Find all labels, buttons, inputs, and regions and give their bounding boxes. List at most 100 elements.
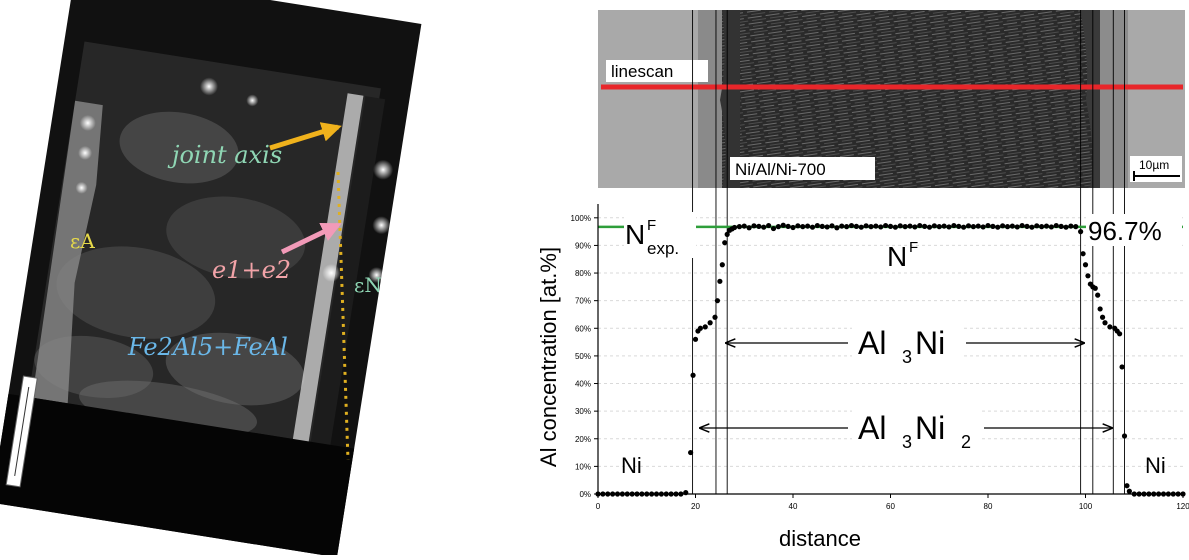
data-point — [917, 222, 923, 229]
data-point — [697, 325, 703, 331]
data-point — [858, 224, 864, 230]
data-point — [839, 223, 845, 229]
label-nf: N F — [887, 239, 918, 272]
data-point — [1095, 292, 1101, 298]
al3ni-ni: Ni — [915, 325, 945, 361]
data-point — [1053, 222, 1059, 229]
data-point — [1078, 229, 1084, 235]
data-point — [800, 224, 806, 230]
data-point — [995, 224, 1001, 230]
tem-micrograph-panel: joint axis e1+e2 Fe2Al5+FeAl εA εN — [0, 0, 422, 558]
label-ni-left: Ni — [621, 453, 642, 478]
data-point — [936, 224, 942, 230]
nf-exp-sub: exp. — [647, 239, 679, 258]
data-point — [707, 320, 713, 326]
data-point — [853, 223, 859, 229]
data-point — [1099, 314, 1106, 320]
joint-axis-dotted-line — [336, 171, 350, 461]
data-point — [785, 223, 791, 229]
data-point — [1117, 331, 1123, 337]
data-point — [741, 223, 747, 229]
y-tick-label: 40% — [575, 380, 591, 389]
data-point — [1004, 224, 1011, 230]
data-point — [980, 224, 986, 230]
data-point — [970, 224, 976, 230]
data-point — [1043, 223, 1050, 229]
label-phases: Fe2Al5+FeAl — [127, 333, 288, 361]
data-point — [780, 222, 786, 228]
data-point — [892, 224, 898, 230]
al3ni-al: Al — [858, 325, 886, 361]
al3ni2-ni: Ni — [915, 410, 945, 446]
data-point — [692, 336, 699, 342]
y-tick-label: 50% — [575, 352, 591, 361]
data-point — [719, 262, 725, 268]
y-tick-label: 30% — [575, 407, 591, 416]
data-point — [848, 222, 855, 229]
y-tick-label: 10% — [575, 462, 591, 471]
label-e1e2: e1+e2 — [212, 256, 291, 284]
al3ni-sub: 3 — [902, 347, 912, 367]
axes — [594, 204, 1184, 498]
data-point — [956, 223, 962, 229]
data-point — [790, 224, 796, 231]
data-point — [688, 449, 694, 456]
micrograph-bottom-band — [0, 393, 355, 558]
data-point — [1029, 224, 1035, 230]
data-point — [1107, 324, 1113, 330]
data-point — [873, 223, 879, 229]
data-point — [883, 222, 889, 229]
data-point — [731, 224, 738, 231]
data-point — [1039, 224, 1045, 230]
data-point — [766, 222, 772, 229]
data-point — [907, 223, 913, 229]
data-point — [946, 224, 952, 230]
data-point — [834, 225, 840, 231]
data-point — [844, 224, 850, 230]
data-point — [878, 224, 884, 230]
data-point — [931, 223, 937, 229]
data-point — [1014, 224, 1020, 230]
al3ni2-al: Al — [858, 410, 886, 446]
data-point — [690, 372, 696, 378]
concentration-chart: 0 20 40 60 80 100 120 0% 10% 20% 30% 40% 50% 60% 70% 80… — [536, 10, 1189, 551]
label-eps-a: εA — [70, 229, 95, 253]
nf-exp-sup: F — [647, 217, 656, 234]
scale-label-box — [1130, 156, 1182, 182]
y-tick-label: 20% — [575, 435, 591, 444]
data-point — [1000, 223, 1006, 229]
data-point — [912, 224, 918, 230]
data-point — [819, 223, 825, 229]
data-point — [1048, 224, 1054, 230]
data-points — [595, 222, 1186, 497]
data-point — [795, 223, 801, 229]
data-point — [975, 223, 981, 229]
data-point — [1097, 306, 1103, 312]
data-point — [736, 224, 742, 230]
tick-labels: 0 20 40 60 80 100 120 0% 10% 20% 30% 40% 50% 60% 70% 80… — [571, 214, 1189, 511]
data-point — [961, 224, 967, 230]
al3ni2-sub2: 2 — [961, 432, 971, 452]
x-tick-label: 60 — [886, 502, 895, 511]
data-point — [902, 224, 908, 230]
data-point — [1080, 251, 1086, 257]
data-point — [746, 225, 752, 231]
data-point — [951, 222, 957, 229]
data-point — [712, 314, 718, 320]
data-point — [805, 223, 811, 229]
data-point — [897, 223, 903, 229]
data-point — [1126, 488, 1132, 494]
data-point — [824, 224, 830, 230]
y-tick-label: 0% — [579, 490, 591, 499]
reference-value-box — [1086, 214, 1182, 246]
data-point — [809, 224, 816, 230]
data-point — [965, 223, 972, 229]
data-point — [775, 224, 781, 230]
y-tick-label: 90% — [575, 241, 591, 250]
x-tick-label: 80 — [984, 502, 993, 511]
data-point — [1073, 224, 1079, 230]
data-point — [887, 223, 894, 229]
data-point — [756, 223, 762, 229]
sample-label: Ni/Al/Ni-700 — [735, 160, 826, 179]
x-tick-label: 0 — [596, 502, 601, 511]
